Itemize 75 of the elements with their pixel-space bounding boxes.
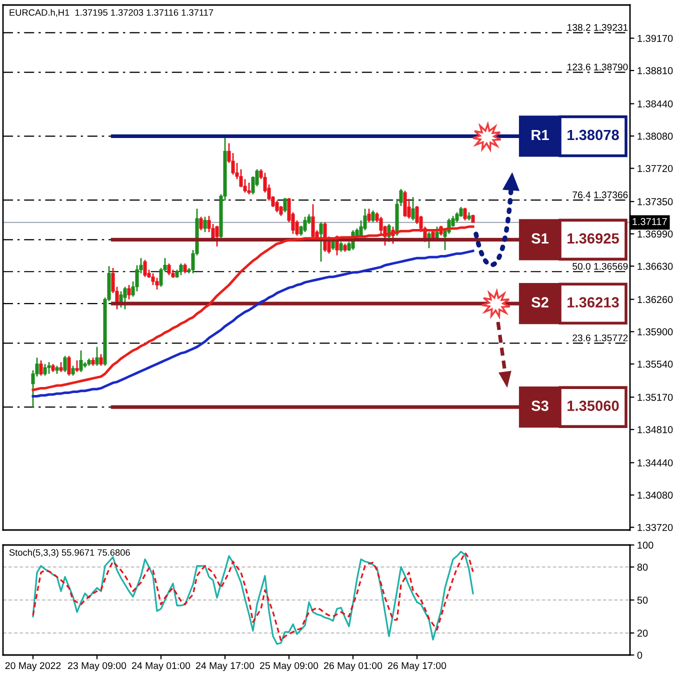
candlestick [43,363,47,376]
y-tick-label: 1.34080 [638,492,673,499]
candlestick [59,361,63,373]
y-tick-label: 1.37720 [638,164,673,172]
candlestick [71,365,75,376]
y-tick-label: 1.36990 [638,230,673,238]
text: 1.37117 [632,218,667,226]
y-tick-label: 100 [638,542,654,549]
candlestick [123,286,127,310]
candlestick [39,360,43,376]
candlestick [215,225,219,248]
ref-line-label: 50.0 1.36569 [572,262,628,270]
ref-line-label: 123.6 1.38790 [568,64,628,70]
candlestick [79,350,83,373]
candlestick [411,196,415,222]
candlestick [319,221,323,262]
y-tick-label: 1.35540 [638,360,673,368]
x-tick-label: 26 May 17:00 [388,662,446,672]
y-tick-label: 1.35170 [638,394,673,401]
y-tick-label: 20 [637,630,648,637]
candlestick [303,216,307,233]
y-tick-label: 1.38080 [638,132,673,140]
y-tick-label: 1.36630 [638,262,673,270]
y-tick-label: 1.34440 [638,459,673,466]
candlestick [403,190,407,218]
x-tick-label: 23 May 09:00 [68,662,126,672]
ref-line-label: 23.6 1.35772 [572,334,628,342]
candlestick [463,207,467,222]
text: S2 1.36213 [532,297,619,308]
y-tick-label: 1.35900 [638,328,673,336]
candlestick [339,241,343,252]
candlestick [183,262,187,274]
candlestick [275,200,279,214]
y-tick-label: 80 [637,564,648,571]
candlestick [283,197,287,214]
candlestick [151,272,155,286]
chart-title: EURCAD.h,H1 1.37195 1.37203 1.37116 1.37117 [10,9,214,17]
y-tick-label: 50 [637,596,648,604]
candlestick [127,284,131,300]
x-tick-label: 24 May 17:00 [196,662,254,672]
candlestick [371,210,375,223]
text: R1 1.38078 [532,130,619,140]
x-tick-label: 24 May 01:00 [132,662,190,672]
candlestick [75,360,79,373]
x-tick-label: 20 May 2022 [5,662,61,672]
candlestick [167,262,171,276]
y-tick-label: 1.37350 [638,198,673,206]
y-tick-label: 1.34810 [638,426,673,434]
candlestick [179,262,183,276]
candlestick [63,355,67,373]
chart-title: Stoch(5,3,3) 55.9671 75.6806 [9,549,130,558]
candlestick [203,216,207,233]
candlestick [143,259,147,278]
candlestick [199,216,203,231]
text: S1 1.36925 [532,233,619,244]
y-tick-label: 1.33720 [638,524,673,532]
x-tick-label: 25 May 09:00 [260,662,318,672]
ref-line-label: 76.4 1.37366 [572,191,628,198]
text: S3 1.35060 [532,400,619,411]
y-tick-label: 0 [637,652,642,659]
candlestick [47,361,51,375]
line-series [32,250,474,398]
y-tick-label: 1.39170 [638,34,673,42]
candlestick [99,353,103,366]
candlestick [367,208,371,223]
candlestick [119,290,123,308]
ref-line-label: 138.2 1.39231 [568,24,628,31]
candlestick [67,355,71,376]
y-tick-label: 1.38440 [638,100,673,108]
candlestick [247,182,251,196]
candlestick [155,277,159,290]
y-tick-label: 1.38810 [638,67,673,74]
y-tick-label: 1.36260 [638,296,673,304]
x-tick-label: 26 May 01:00 [324,662,382,672]
candlestick [95,346,99,366]
